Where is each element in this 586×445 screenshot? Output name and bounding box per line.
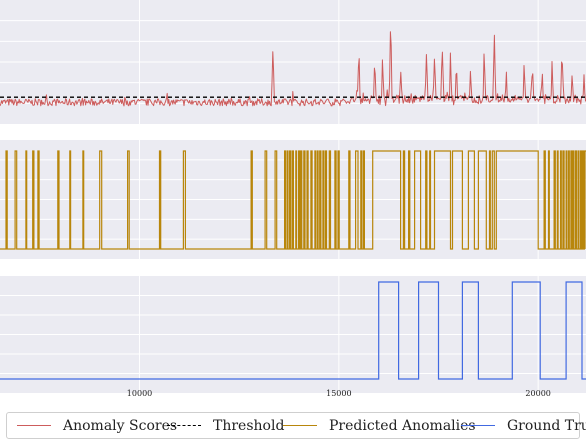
ground-truth-line (0, 281, 586, 380)
legend-label: Ground Truth (507, 417, 586, 434)
legend-swatch-threshold (167, 425, 201, 426)
legend-item-threshold: Threshold (167, 413, 284, 438)
x-tick-label: 20000 (525, 389, 550, 398)
legend-item-predicted-anomalies: Predicted Anomalies (283, 413, 476, 438)
predicted-anomalies-line (0, 150, 586, 250)
x-tick-label: 15000 (326, 389, 351, 398)
legend-swatch-predicted-anomalies (283, 425, 317, 426)
panel-ground-truth (0, 276, 586, 393)
legend-swatch-anomaly-scores (17, 425, 51, 426)
legend-label: Threshold (213, 417, 285, 434)
legend-label: Anomaly Scores (63, 417, 178, 434)
panel-predicted-anomalies (0, 140, 586, 259)
legend-item-ground-truth: Ground Truth (461, 413, 586, 438)
legend-label: Predicted Anomalies (329, 417, 476, 434)
legend-item-anomaly-scores: Anomaly Scores (17, 413, 177, 438)
x-tick-label: 10000 (127, 389, 152, 398)
legend: Anomaly Scores Threshold Predicted Anoma… (6, 412, 586, 439)
legend-swatch-ground-truth (461, 425, 495, 426)
panel-anomaly-scores (0, 0, 586, 124)
anomaly-scores-line (0, 31, 586, 107)
x-axis-ticks: 10000 15000 20000 (127, 389, 551, 398)
